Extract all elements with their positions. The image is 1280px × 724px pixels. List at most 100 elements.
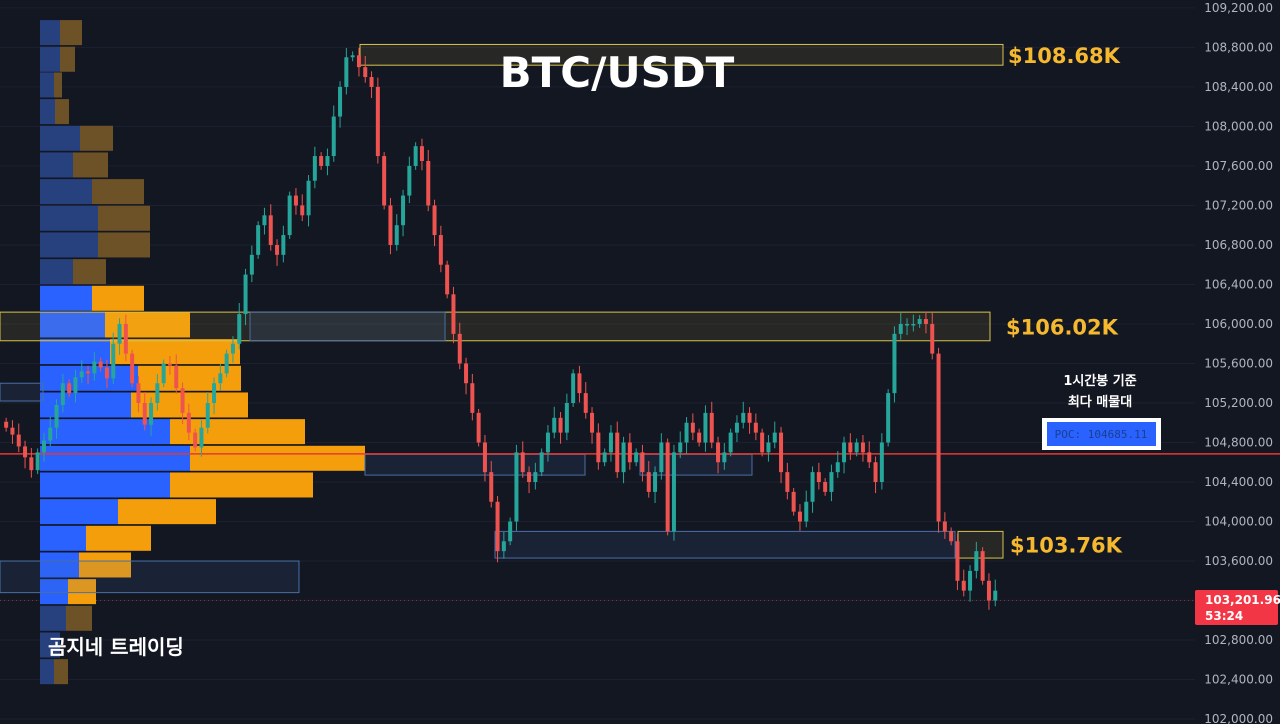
candle-body — [728, 432, 733, 453]
vp-sell-bar — [86, 525, 151, 551]
y-tick-label: 104,400.00 — [1204, 475, 1273, 489]
candle-body — [980, 551, 985, 581]
candle-body — [382, 156, 387, 206]
candle-body — [249, 254, 254, 275]
candle-body — [123, 323, 128, 354]
candle-body — [174, 365, 179, 389]
poc-note-line1: 1시간봉 기준 — [1063, 373, 1136, 389]
vp-buy-bar — [40, 525, 86, 551]
y-tick-label: 107,600.00 — [1204, 159, 1273, 173]
candle-body — [873, 462, 878, 483]
candle-body — [464, 363, 469, 384]
candle-body — [760, 432, 765, 453]
vp-buy-bar — [40, 259, 73, 285]
candle-body — [791, 491, 796, 512]
candle-body — [804, 501, 809, 522]
candle-body — [533, 472, 538, 483]
vp-buy-bar — [40, 445, 190, 471]
candle-body — [659, 442, 664, 473]
candle-body — [835, 462, 840, 473]
y-tick-label: 108,400.00 — [1204, 80, 1273, 94]
candle-body — [848, 442, 853, 453]
candle-body — [785, 472, 790, 492]
price-axis[interactable]: 109,200.00 108,800.00 108,400.00 108,000.00… — [1204, 1, 1273, 724]
vp-buy-bar — [40, 365, 138, 391]
candle-body — [810, 472, 815, 502]
candle-body — [930, 323, 935, 354]
candle-body — [4, 421, 9, 428]
poc-note-line2: 최다 매물대 — [1068, 394, 1132, 410]
candle-body — [615, 432, 620, 473]
volume-profile — [40, 20, 365, 685]
vp-sell-bar — [66, 605, 92, 631]
candle-body — [212, 383, 217, 403]
candle-body — [363, 67, 368, 78]
candle-body — [646, 472, 651, 492]
candle-body — [275, 244, 280, 255]
chart-title: BTC/USDT — [500, 48, 735, 97]
y-tick-label: 108,000.00 — [1204, 119, 1273, 133]
brand-watermark: 곰지네 트레이딩 — [48, 635, 184, 659]
y-tick-label: 109,200.00 — [1204, 1, 1273, 15]
candle-body — [527, 472, 532, 483]
candle-body — [640, 452, 645, 473]
y-tick-label: 102,400.00 — [1204, 673, 1273, 687]
candle-body — [665, 442, 670, 532]
candle-body — [199, 427, 204, 448]
candle-body — [993, 590, 998, 601]
candle-body — [16, 434, 21, 447]
vp-buy-bar — [40, 232, 98, 258]
candle-body — [67, 383, 72, 394]
y-tick-label: 106,800.00 — [1204, 238, 1273, 252]
candle-body — [149, 402, 154, 425]
candle-body — [602, 452, 607, 463]
candle-body — [29, 457, 34, 471]
candle-body — [722, 452, 727, 463]
candle-body — [60, 383, 65, 405]
candle-body — [54, 404, 59, 428]
vp-buy-bar — [40, 339, 110, 365]
candle-body — [608, 432, 613, 453]
candle-body — [678, 442, 683, 453]
candle-body — [501, 541, 506, 552]
candle-body — [879, 442, 884, 483]
vp-sell-bar — [73, 259, 106, 285]
candle-body — [697, 432, 702, 443]
candle-body — [306, 180, 311, 216]
supply-zone — [359, 43, 1004, 66]
candles — [4, 47, 998, 610]
candle-body — [634, 452, 639, 463]
candle-body — [338, 86, 343, 117]
vp-buy-bar — [40, 552, 79, 578]
vp-sell-bar — [92, 179, 144, 205]
candle-body — [703, 412, 708, 443]
candle-body — [281, 235, 286, 255]
candle-body — [709, 412, 714, 443]
candle-body — [753, 422, 758, 433]
candle-body — [142, 402, 147, 425]
vp-buy-bar — [40, 72, 54, 98]
vp-buy-bar — [40, 472, 170, 498]
candle-body — [590, 412, 595, 433]
candle-body — [426, 160, 431, 206]
candle-body — [986, 580, 991, 601]
candle-body — [356, 55, 361, 68]
vp-buy-bar — [40, 659, 54, 685]
vp-sell-bar — [170, 472, 313, 498]
candle-body — [445, 264, 450, 295]
candle-body — [98, 361, 103, 368]
vp-sell-bar — [138, 365, 241, 391]
candle-body — [653, 472, 658, 492]
vp-buy-bar — [40, 20, 60, 46]
candle-body — [539, 452, 544, 473]
vp-sell-bar — [79, 552, 131, 578]
vp-buy-bar — [40, 205, 98, 231]
candle-body — [905, 323, 910, 326]
demand-zone — [0, 560, 300, 594]
candle-body — [262, 215, 267, 226]
vp-buy-bar — [40, 179, 92, 205]
vp-buy-bar — [40, 605, 66, 631]
y-tick-label: 106,000.00 — [1204, 317, 1273, 331]
candle-body — [911, 323, 916, 326]
